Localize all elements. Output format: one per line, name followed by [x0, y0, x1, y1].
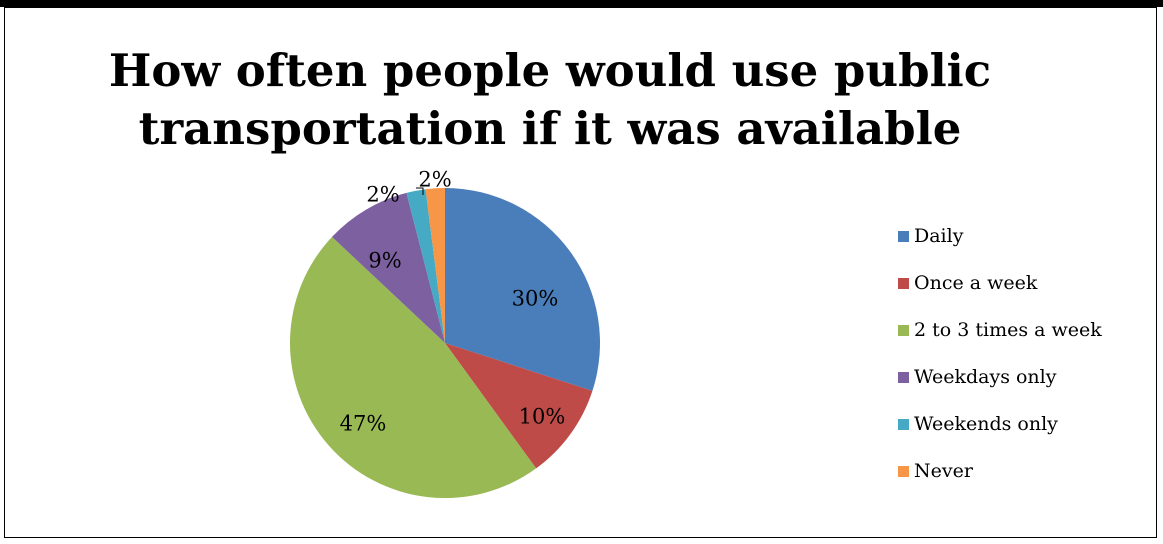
chart-title: How often people would use public transp…	[5, 42, 1095, 158]
data-label-weekdays-only: 9%	[368, 249, 401, 273]
legend-swatch-daily	[898, 230, 909, 242]
top-border-strip	[0, 0, 1163, 7]
chart-legend: Daily Once a week 2 to 3 times a week Weekd…	[898, 225, 1102, 507]
chart-frame: How often people would use public transp…	[4, 7, 1157, 538]
pie-slice-weekdays-only	[332, 192, 445, 343]
legend-swatch-once-a-week	[898, 277, 909, 289]
legend-swatch-never	[898, 465, 909, 477]
legend-item-daily: Daily	[898, 225, 1102, 247]
pie-slice-2-to-3-times-a-week	[289, 236, 537, 499]
pie-slice-once-a-week	[445, 343, 593, 469]
legend-label-daily: Daily	[914, 225, 964, 247]
data-label-daily: 30%	[512, 287, 559, 311]
legend-item-never: Never	[898, 460, 1102, 482]
data-label-2-to-3-times-a-week: 47%	[340, 412, 387, 436]
chart-title-line-2: transportation if it was available	[138, 102, 962, 155]
leader-line-weekends-only	[416, 187, 424, 195]
pie-chart: 30% 10% 47% 9% 2% 2%	[289, 168, 600, 499]
legend-label-once-a-week: Once a week	[914, 272, 1038, 294]
pie-slice-weekends-only	[406, 189, 445, 343]
pie-slice-never	[425, 188, 445, 343]
chart-title-line-1: How often people would use public	[108, 44, 992, 97]
legend-swatch-weekends-only	[898, 418, 909, 430]
legend-swatch-2-to-3-times-a-week	[898, 324, 909, 336]
legend-label-weekends-only: Weekends only	[914, 413, 1058, 435]
legend-swatch-weekdays-only	[898, 371, 909, 383]
data-label-weekends-only: 2%	[366, 183, 399, 207]
data-label-never: 2%	[418, 168, 451, 192]
legend-label-weekdays-only: Weekdays only	[914, 366, 1057, 388]
legend-label-never: Never	[914, 460, 973, 482]
pie-slice-daily	[445, 188, 600, 391]
legend-label-2-to-3-times-a-week: 2 to 3 times a week	[914, 319, 1102, 341]
legend-item-once-a-week: Once a week	[898, 272, 1102, 294]
data-label-once-a-week: 10%	[519, 405, 566, 429]
legend-item-2-to-3-times-a-week: 2 to 3 times a week	[898, 319, 1102, 341]
legend-item-weekdays-only: Weekdays only	[898, 366, 1102, 388]
legend-item-weekends-only: Weekends only	[898, 413, 1102, 435]
